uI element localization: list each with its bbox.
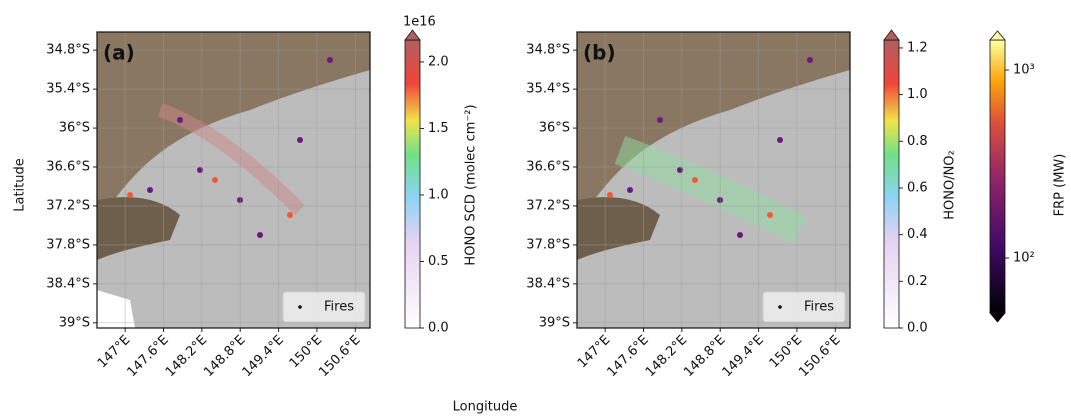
colorbar-label: HONO/NO₂	[943, 150, 958, 220]
lon-tick-label: 147.6°E	[604, 333, 651, 380]
lon-tick-label: 148.2°E	[643, 333, 690, 380]
lat-tick-label: 36.6°S	[46, 160, 90, 175]
panel-label: (a)	[103, 41, 135, 65]
panel-label: (b)	[583, 41, 616, 65]
map-frame	[576, 31, 851, 329]
lat-tick-label: 39°S	[59, 315, 90, 330]
legend-text: Fires	[804, 300, 834, 315]
lat-tick-label: 36°S	[539, 121, 570, 136]
lat-tick-label: 36.6°S	[526, 160, 570, 175]
colorbar	[883, 39, 900, 329]
legend-box	[762, 291, 846, 323]
map-b	[577, 32, 850, 328]
colorbar-tick-label: 0.2	[907, 274, 928, 289]
lon-tick-label: 149.4°E	[720, 333, 767, 380]
y-axis-label: Latitude	[13, 158, 28, 212]
lat-tick-label: 38.4°S	[526, 276, 570, 291]
colorbar-extend	[404, 29, 421, 41]
lon-tick-label: 148.8°E	[681, 333, 728, 380]
lon-tick-label: 150.6°E	[796, 333, 843, 380]
colorbar-extend	[883, 29, 900, 41]
lon-tick-label: 149.4°E	[240, 333, 287, 380]
colorbar-tick-label: 1.0	[428, 187, 449, 202]
lat-tick-label: 35.4°S	[526, 82, 570, 97]
colorbar	[989, 39, 1006, 314]
lat-tick-label: 37.8°S	[526, 237, 570, 252]
colorbar-tick-label: 0.4	[907, 227, 928, 242]
colorbar-tick-label: 1.5	[428, 121, 449, 136]
colorbar-tick-label: 0.8	[907, 134, 928, 149]
map-frame	[96, 31, 371, 329]
lon-tick-label: 147.6°E	[124, 333, 171, 380]
colorbar-tick-label: 10³	[1013, 63, 1035, 78]
legend-marker	[298, 305, 302, 309]
colorbar-tick-label: 0.0	[907, 321, 928, 336]
lon-tick-label: 148.8°E	[201, 333, 248, 380]
colorbar-tick-label: 0.6	[907, 180, 928, 195]
colorbar-tick-label: 0.5	[428, 254, 449, 269]
lat-tick-label: 37.2°S	[46, 198, 90, 213]
lat-tick-label: 37.2°S	[526, 198, 570, 213]
lat-tick-label: 38.4°S	[46, 276, 90, 291]
lon-tick-label: 150.6°E	[316, 333, 363, 380]
colorbar-tick-label: 1.2	[907, 40, 928, 55]
colorbar	[404, 39, 421, 329]
colorbar-offset: 1e16	[403, 15, 436, 30]
x-axis-label: Longitude	[453, 400, 518, 415]
lat-tick-label: 35.4°S	[46, 82, 90, 97]
lat-tick-label: 34.8°S	[46, 43, 90, 58]
lat-tick-label: 36°S	[59, 121, 90, 136]
colorbar-label: FRP (MW)	[1053, 154, 1068, 217]
legend-marker	[778, 305, 782, 309]
lon-tick-label: 148.2°E	[163, 333, 210, 380]
colorbar-tick-label: 2.0	[428, 54, 449, 69]
legend-box	[282, 291, 366, 323]
colorbar-tick-label: 0.0	[428, 321, 449, 336]
colorbar-extend	[989, 30, 1006, 41]
colorbar-tick-label: 10²	[1013, 251, 1035, 266]
lat-tick-label: 34.8°S	[526, 43, 570, 58]
lat-tick-label: 39°S	[539, 315, 570, 330]
legend-text: Fires	[324, 300, 354, 315]
colorbar-tick-label: 1.0	[907, 87, 928, 102]
colorbar-label: HONO SCD (molec cm⁻²)	[464, 104, 479, 265]
map-a	[97, 32, 370, 328]
lat-tick-label: 37.8°S	[46, 237, 90, 252]
colorbar-extend	[989, 312, 1006, 323]
